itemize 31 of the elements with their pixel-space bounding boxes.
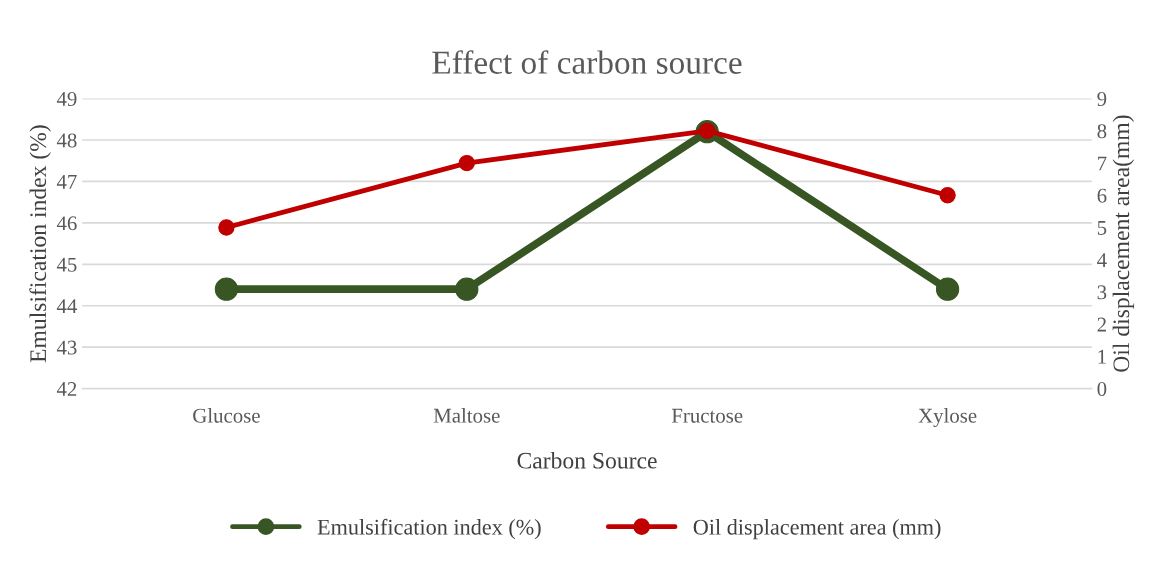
y2-tick-label: 1 (1098, 349, 1106, 364)
point (218, 219, 235, 236)
y-tick-label: 42 (56, 382, 77, 396)
legend-label: Oil displacement area (mm) (693, 519, 941, 540)
x-axis-title: Carbon Source (517, 452, 657, 469)
legend-label: Emulsification index (%) (317, 518, 541, 540)
point (458, 154, 475, 172)
y2-tick-label: 5 (1097, 221, 1107, 235)
chart-title: Effect of carbon source (432, 50, 742, 74)
y2-tick-label: 3 (1097, 285, 1107, 300)
y2-tick-label: 7 (1098, 156, 1107, 171)
y2-tick-label: 6 (1097, 188, 1107, 203)
y2-tick-label: 2 (1097, 317, 1106, 332)
y-tick-label: 43 (56, 340, 77, 355)
point (939, 187, 956, 204)
y2-tick-label: 8 (1097, 124, 1107, 139)
y-tick-label: 47 (56, 174, 77, 189)
y-tick-label: 46 (56, 216, 77, 231)
x-tick-label: Fructose (671, 408, 743, 423)
y2-axis-title: Oil displacement area(mm) (1112, 115, 1135, 372)
y2-tick-label: 4 (1097, 253, 1107, 267)
x-tick-label: Glucose (193, 408, 260, 423)
y-tick-label: 44 (56, 299, 77, 313)
y-axis-title: Emulsification index (%) (29, 125, 51, 363)
y-tick-label: 49 (56, 92, 77, 107)
x-tick-label: Xylose (918, 408, 977, 427)
y-tick-label: 48 (56, 133, 77, 148)
y2-tick-label: 0 (1097, 381, 1107, 397)
x-tick-label: Maltose (433, 408, 500, 423)
y-tick-label: 45 (56, 257, 77, 272)
y2-tick-label: 9 (1097, 92, 1107, 107)
